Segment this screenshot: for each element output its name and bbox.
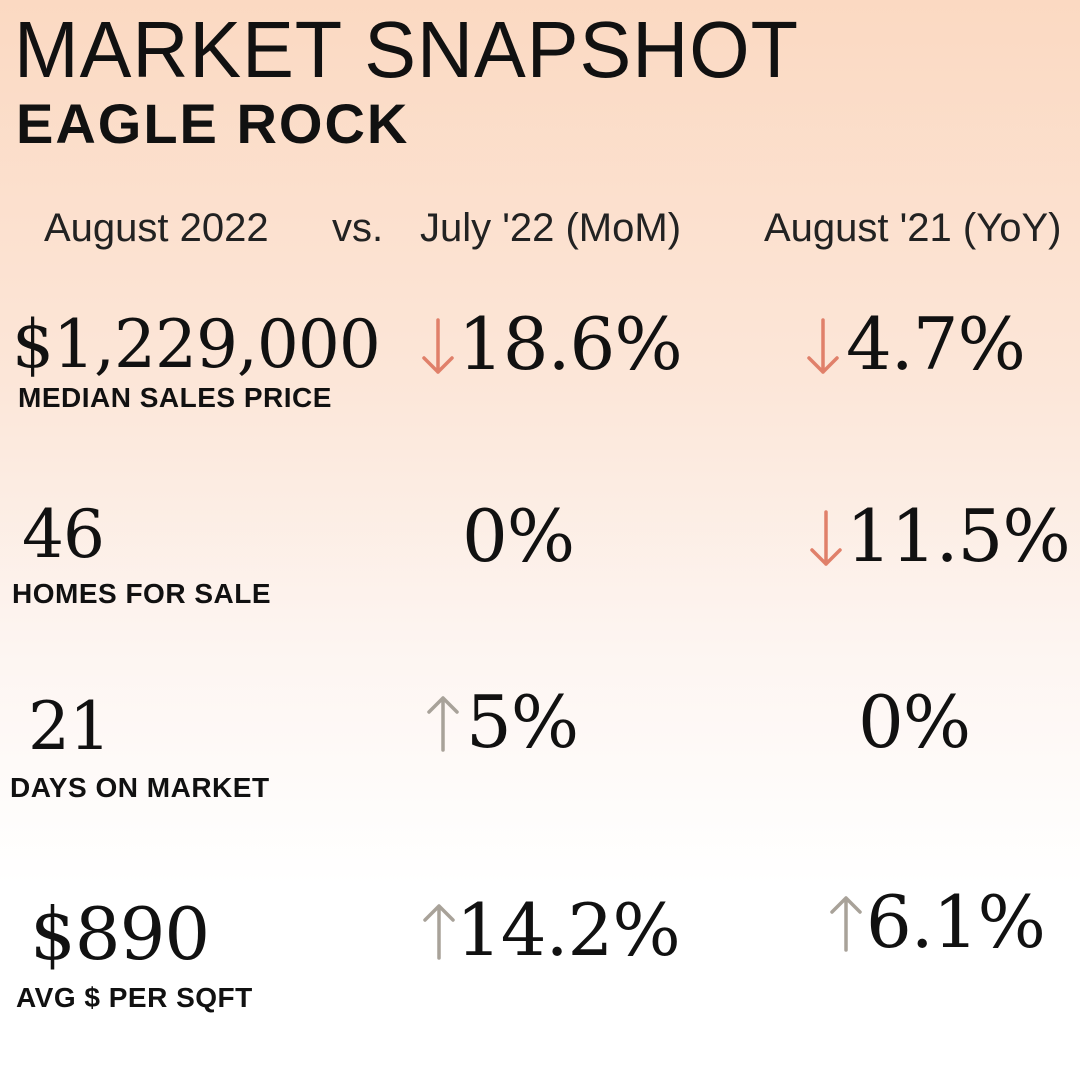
avg-price-per-sqft-mom: 14.2% bbox=[422, 888, 681, 972]
mom-change-value: 18.6% bbox=[458, 302, 683, 386]
median-sales-price-yoy: 4.7% bbox=[800, 302, 1026, 386]
page-title: MARKET SNAPSHOT bbox=[14, 5, 799, 94]
days-on-market-value: 21 bbox=[28, 688, 111, 765]
days-on-market-mom: 5% bbox=[420, 680, 579, 764]
arrow-down-icon bbox=[422, 318, 454, 374]
page-subtitle: EAGLE ROCK bbox=[16, 92, 410, 155]
yoy-change-value: 0% bbox=[858, 680, 971, 764]
days-on-market-yoy: 0% bbox=[858, 680, 971, 764]
header-current-period: August 2022 bbox=[44, 206, 269, 250]
arrow-up-icon bbox=[830, 896, 862, 952]
days-on-market-label: DAYS ON MARKET bbox=[10, 772, 270, 803]
mom-change-value: 5% bbox=[466, 680, 579, 764]
yoy-change-value: 6.1% bbox=[866, 880, 1046, 964]
median-sales-price-mom: 18.6% bbox=[418, 302, 683, 386]
header-mom: July '22 (MoM) bbox=[420, 206, 682, 250]
arrow-down-icon bbox=[810, 510, 842, 566]
avg-price-per-sqft-label: AVG $ PER SQFT bbox=[16, 982, 253, 1013]
avg-price-per-sqft-value: $890 bbox=[30, 892, 210, 976]
mom-change-value: 14.2% bbox=[456, 888, 681, 972]
median-sales-price-label: MEDIAN SALES PRICE bbox=[18, 382, 332, 413]
yoy-change-value: 4.7% bbox=[846, 302, 1026, 386]
arrow-up-icon bbox=[427, 696, 459, 752]
arrow-up-icon bbox=[423, 904, 455, 960]
arrow-down-icon bbox=[807, 318, 839, 374]
homes-for-sale-label: HOMES FOR SALE bbox=[12, 578, 272, 609]
yoy-change-value: 11.5% bbox=[846, 494, 1071, 578]
median-sales-price-value: $1,229,000 bbox=[12, 306, 381, 383]
header-vs: vs. bbox=[332, 206, 384, 250]
homes-for-sale-mom: 0% bbox=[462, 494, 575, 578]
mom-change-value: 0% bbox=[462, 494, 575, 578]
homes-for-sale-value: 46 bbox=[22, 496, 105, 573]
homes-for-sale-yoy: 11.5% bbox=[806, 494, 1071, 578]
header-yoy: August '21 (YoY) bbox=[764, 206, 1062, 250]
avg-price-per-sqft-yoy: 6.1% bbox=[826, 880, 1046, 964]
